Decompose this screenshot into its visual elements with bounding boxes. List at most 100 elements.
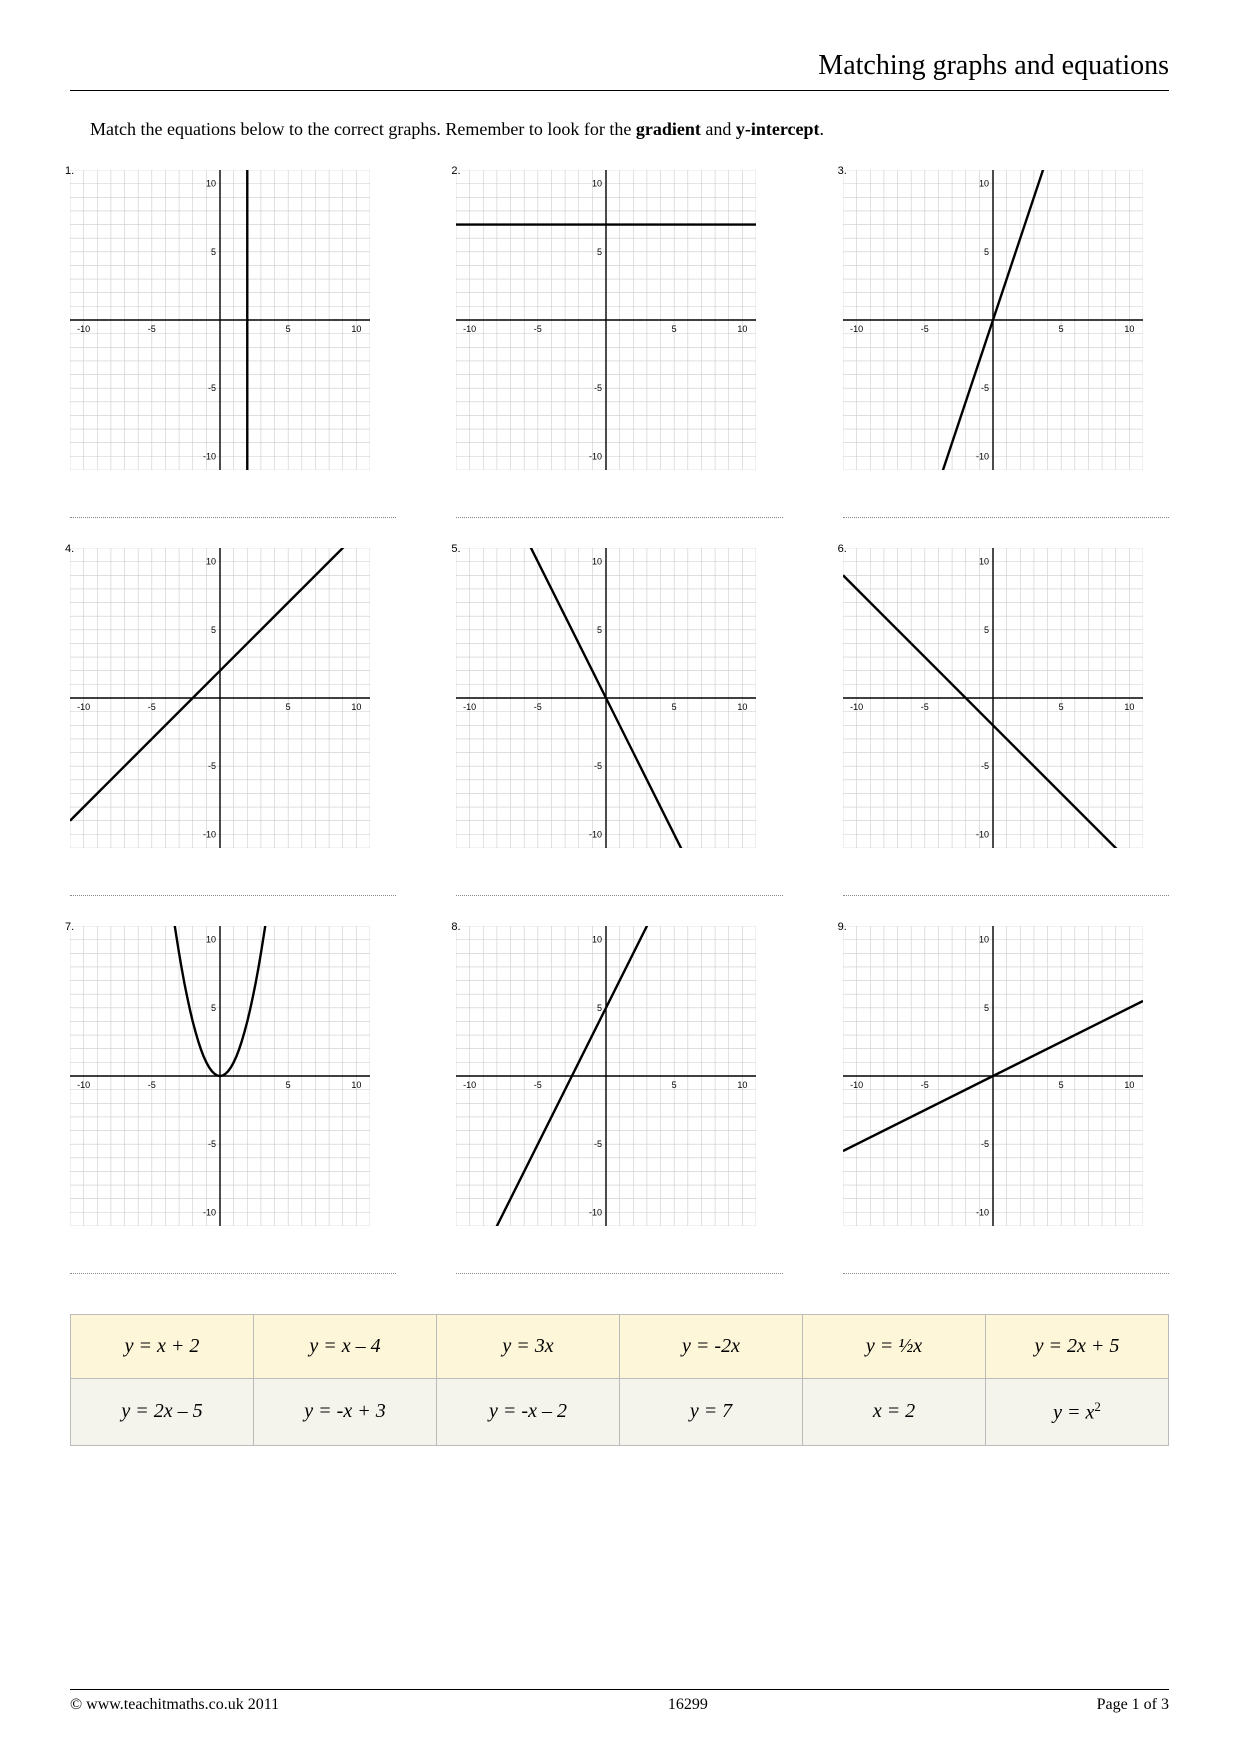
- svg-text:-10: -10: [463, 324, 476, 334]
- svg-text:10: 10: [592, 935, 602, 945]
- answer-blank: [70, 488, 396, 518]
- svg-text:10: 10: [979, 935, 989, 945]
- svg-text:5: 5: [672, 1080, 677, 1090]
- page-title: Matching graphs and equations: [70, 50, 1169, 91]
- svg-text:-5: -5: [981, 1139, 989, 1149]
- svg-text:-5: -5: [920, 324, 928, 334]
- instr-bold1: gradient: [636, 119, 701, 139]
- svg-text:5: 5: [672, 702, 677, 712]
- svg-text:-5: -5: [208, 383, 216, 393]
- equation-cell: x = 2: [803, 1379, 986, 1446]
- svg-text:10: 10: [206, 179, 216, 189]
- svg-text:-5: -5: [920, 702, 928, 712]
- svg-text:-5: -5: [208, 761, 216, 771]
- graphs-grid: 1. -10-10-5-5551010 2. -10-10-5-5551010 …: [70, 170, 1169, 1274]
- equation-cell: y = -2x: [620, 1315, 803, 1379]
- graph-cell-8: 8. -10-10-5-5551010: [456, 926, 782, 1274]
- svg-text:10: 10: [592, 179, 602, 189]
- svg-text:-10: -10: [203, 829, 216, 839]
- svg-text:10: 10: [1124, 1080, 1134, 1090]
- svg-text:5: 5: [1058, 702, 1063, 712]
- graph-cell-6: 6. -10-10-5-5551010: [843, 548, 1169, 896]
- svg-text:10: 10: [738, 702, 748, 712]
- svg-text:10: 10: [351, 324, 361, 334]
- graph-plot: -10-10-5-5551010: [70, 548, 396, 848]
- footer-left: © www.teachitmaths.co.uk 2011: [70, 1696, 279, 1714]
- equation-cell: y = 2x – 5: [71, 1379, 254, 1446]
- svg-text:-10: -10: [589, 1207, 602, 1217]
- graph-cell-4: 4. -10-10-5-5551010: [70, 548, 396, 896]
- equation-cell: y = x2: [986, 1379, 1169, 1446]
- equations-row-2: y = 2x – 5y = -x + 3y = -x – 2y = 7x = 2…: [71, 1379, 1169, 1446]
- instr-pre: Match the equations below to the correct…: [90, 119, 636, 139]
- svg-text:10: 10: [1124, 324, 1134, 334]
- svg-text:-10: -10: [463, 702, 476, 712]
- equation-cell: y = -x – 2: [437, 1379, 620, 1446]
- svg-text:10: 10: [738, 1080, 748, 1090]
- svg-text:5: 5: [1058, 1080, 1063, 1090]
- svg-text:-10: -10: [850, 702, 863, 712]
- graph-number: 8.: [451, 921, 460, 933]
- svg-text:5: 5: [984, 625, 989, 635]
- svg-text:-5: -5: [534, 324, 542, 334]
- svg-text:10: 10: [206, 557, 216, 567]
- answer-blank: [843, 1244, 1169, 1274]
- answer-blank: [70, 866, 396, 896]
- svg-text:5: 5: [597, 247, 602, 257]
- svg-text:10: 10: [979, 179, 989, 189]
- graph-cell-9: 9. -10-10-5-5551010: [843, 926, 1169, 1274]
- equation-cell: y = ½x: [803, 1315, 986, 1379]
- svg-text:-10: -10: [589, 829, 602, 839]
- svg-text:-5: -5: [594, 761, 602, 771]
- graph-plot: -10-10-5-5551010: [70, 170, 396, 470]
- svg-text:10: 10: [351, 1080, 361, 1090]
- svg-text:-5: -5: [148, 1080, 156, 1090]
- svg-text:-5: -5: [148, 324, 156, 334]
- equation-cell: y = 7: [620, 1379, 803, 1446]
- svg-text:-10: -10: [77, 1080, 90, 1090]
- svg-text:-10: -10: [77, 324, 90, 334]
- svg-text:-5: -5: [534, 702, 542, 712]
- svg-text:5: 5: [1058, 324, 1063, 334]
- svg-text:-10: -10: [203, 1207, 216, 1217]
- equation-cell: y = x – 4: [254, 1315, 437, 1379]
- answer-blank: [843, 866, 1169, 896]
- graph-number: 4.: [65, 543, 74, 555]
- svg-text:-10: -10: [850, 324, 863, 334]
- svg-text:5: 5: [286, 324, 291, 334]
- graph-plot: -10-10-5-5551010: [456, 170, 782, 470]
- equations-row-1: y = x + 2y = x – 4y = 3xy = -2xy = ½xy =…: [71, 1315, 1169, 1379]
- answer-blank: [456, 866, 782, 896]
- svg-text:-10: -10: [976, 829, 989, 839]
- footer-center: 16299: [668, 1696, 708, 1714]
- svg-text:5: 5: [211, 247, 216, 257]
- svg-text:5: 5: [286, 702, 291, 712]
- svg-text:5: 5: [211, 1003, 216, 1013]
- graph-number: 3.: [838, 165, 847, 177]
- graph-cell-2: 2. -10-10-5-5551010: [456, 170, 782, 518]
- instr-post: .: [819, 119, 824, 139]
- instr-bold2: y-intercept: [736, 119, 820, 139]
- svg-text:5: 5: [984, 1003, 989, 1013]
- svg-text:5: 5: [597, 625, 602, 635]
- svg-text:-5: -5: [920, 1080, 928, 1090]
- svg-text:5: 5: [672, 324, 677, 334]
- footer-right: Page 1 of 3: [1097, 1696, 1169, 1714]
- svg-text:-5: -5: [981, 761, 989, 771]
- answer-blank: [843, 488, 1169, 518]
- equation-cell: y = 3x: [437, 1315, 620, 1379]
- svg-text:-5: -5: [534, 1080, 542, 1090]
- svg-text:10: 10: [1124, 702, 1134, 712]
- svg-text:-10: -10: [976, 451, 989, 461]
- svg-text:-5: -5: [208, 1139, 216, 1149]
- answer-blank: [456, 1244, 782, 1274]
- equation-cell: y = 2x + 5: [986, 1315, 1169, 1379]
- svg-text:-5: -5: [981, 383, 989, 393]
- svg-text:10: 10: [979, 557, 989, 567]
- svg-text:-10: -10: [463, 1080, 476, 1090]
- svg-text:-10: -10: [77, 702, 90, 712]
- svg-text:5: 5: [211, 625, 216, 635]
- svg-text:5: 5: [597, 1003, 602, 1013]
- answer-blank: [70, 1244, 396, 1274]
- svg-text:-5: -5: [148, 702, 156, 712]
